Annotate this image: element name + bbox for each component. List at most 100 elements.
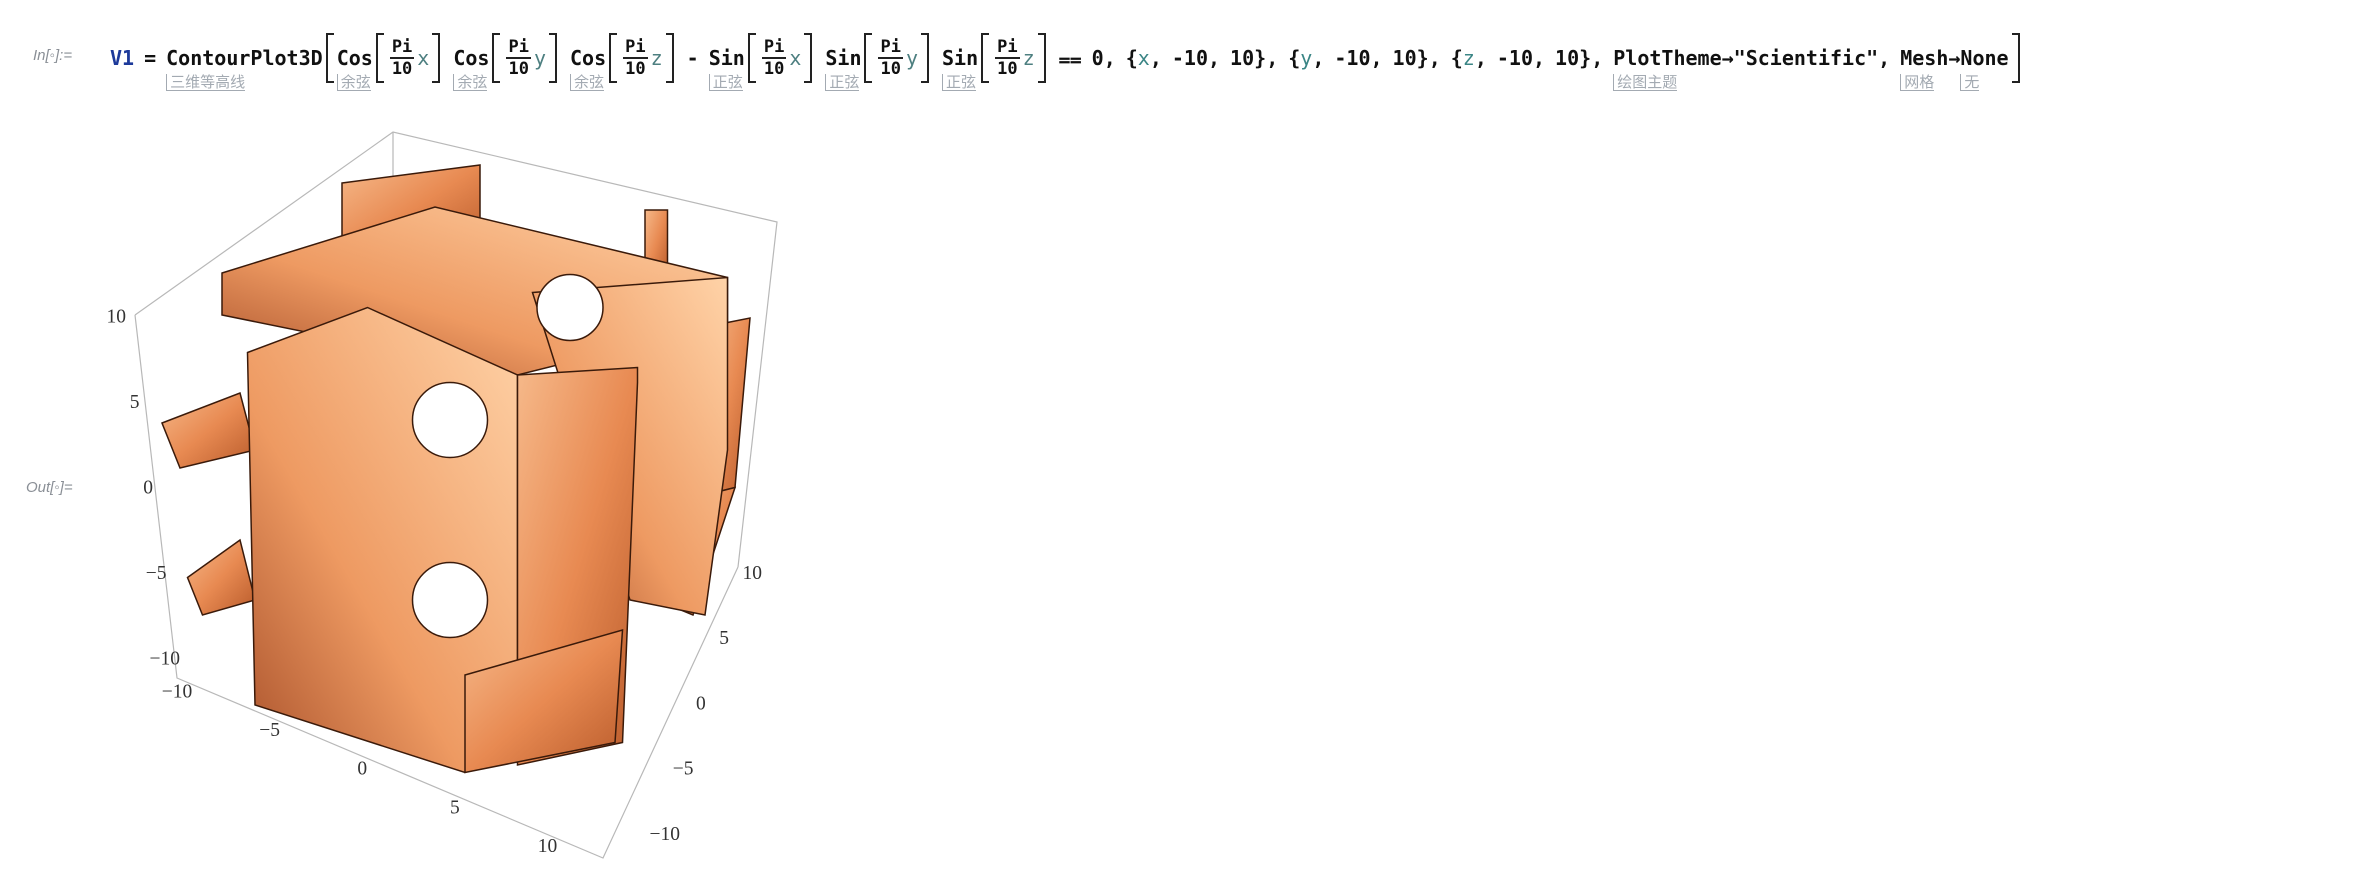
arrow-token: → [1948,46,1960,70]
fraction: Pi 10 [995,37,1020,79]
numerator: Pi [623,37,648,59]
number: -10 [1496,46,1533,70]
numerator: Pi [878,37,903,59]
brace: } [1254,46,1267,70]
brace-token: } [1254,46,1266,70]
option-name: Mesh [1900,46,1949,70]
fraction: Pi 10 [623,37,648,79]
comma-token: , [1371,46,1383,70]
annotation: 正弦 [942,74,977,91]
bracket [609,33,618,83]
option-value: None [1960,46,2009,70]
denominator: 10 [880,59,901,79]
comma: , [1878,46,1891,70]
option-name: PlotTheme [1613,46,1722,70]
function: Cos [336,46,373,70]
bracket [921,33,930,83]
variable: z [650,46,663,70]
variable-token: z [651,46,663,70]
bracket [665,33,674,83]
number: 10 [1230,46,1255,70]
comma: , [1149,46,1162,70]
variable: z [1022,46,1035,70]
denominator: 10 [508,59,529,79]
function: Sin [942,46,979,70]
variable-token: x [1138,46,1150,70]
tick-label: −5 [259,720,280,741]
variable-token: y [534,46,546,70]
variable: x [417,46,430,70]
annotation: 余弦 [570,74,605,91]
function-token: Sin 正弦 [708,46,745,91]
annotation: 正弦 [708,74,743,91]
number-token: 10 [1393,46,1417,70]
comma-token: , [1150,46,1162,70]
comma-token: , [1312,46,1324,70]
brace: { [1125,46,1138,70]
comma-token: , [1878,46,1890,70]
input-cell[interactable]: V1 = ContourPlot3D 三维等高线 Cos 余弦 Pi 10 x Cos 余弦 Pi 10… [110,30,2023,91]
fraction: Pi 10 [878,37,903,79]
tick-label: 10 [743,563,763,584]
variable: y [905,46,919,70]
numerator: Pi [506,37,531,59]
variable-token: x [789,46,801,70]
annotation: 网格 [1900,74,1935,91]
comma: , [1312,46,1325,70]
tick-label: 5 [130,392,140,413]
option-value: "Scientific" [1733,46,1879,70]
output-prompt: Out[◦]= [26,479,73,496]
option-name-token: PlotTheme 绘图主题 [1613,46,1722,91]
function: Cos [570,46,607,70]
annotation: 无 [1960,74,1980,91]
variable-token: y [906,46,918,70]
operator-token: ⩵ [1059,46,1082,70]
comma-token: , [1429,46,1441,70]
bracket [375,33,384,83]
tick-label: 10 [107,306,127,327]
tick-label: 5 [719,628,729,649]
variable-token: z [1023,46,1035,70]
variable-token: y [1300,46,1312,70]
fraction: Pi 10 [761,37,787,79]
annotation: 余弦 [453,74,488,91]
bracket [1037,33,1046,83]
function: Sin [708,46,745,70]
tick-label: 0 [143,477,153,498]
function-token: Cos 余弦 [570,46,607,91]
bracket [804,33,813,83]
bracket [549,33,557,83]
comma-token: , [1591,46,1603,70]
function-token: Cos 余弦 [453,46,489,91]
variable: x [789,46,802,70]
option-name-token: Mesh 网格 [1900,46,1949,91]
denominator: 10 [763,59,785,79]
annotation: 绘图主题 [1613,74,1678,91]
number: 0 [1091,46,1104,70]
denominator: 10 [997,59,1018,79]
comma: , [1533,46,1546,70]
bracket [2011,33,2020,83]
operator: - [686,46,699,70]
tick-label: 5 [450,797,460,818]
plot-3d: 10 5 0 −5 −10 −10 −5 0 5 10 10 5 0 −5 −10 [107,131,778,859]
number: -10 [1334,46,1371,70]
tick-label: −10 [162,681,193,702]
variable: x [1137,46,1150,70]
variable-token: V1 [110,46,134,70]
operator: ⩵ [1058,46,1082,70]
comma: , [1208,46,1221,70]
comma: , [1591,46,1604,70]
option-value-token: None 无 [1960,46,2009,91]
annotation: 三维等高线 [166,74,246,91]
operator: = [144,46,157,70]
comma-token: , [1475,46,1487,70]
number-token: 10 [1230,46,1254,70]
number: 10 [1392,46,1417,70]
variable: y [1300,46,1313,70]
brace-token: } [1417,46,1429,70]
arrow-token: → [1722,46,1734,70]
brace: } [1579,46,1592,70]
